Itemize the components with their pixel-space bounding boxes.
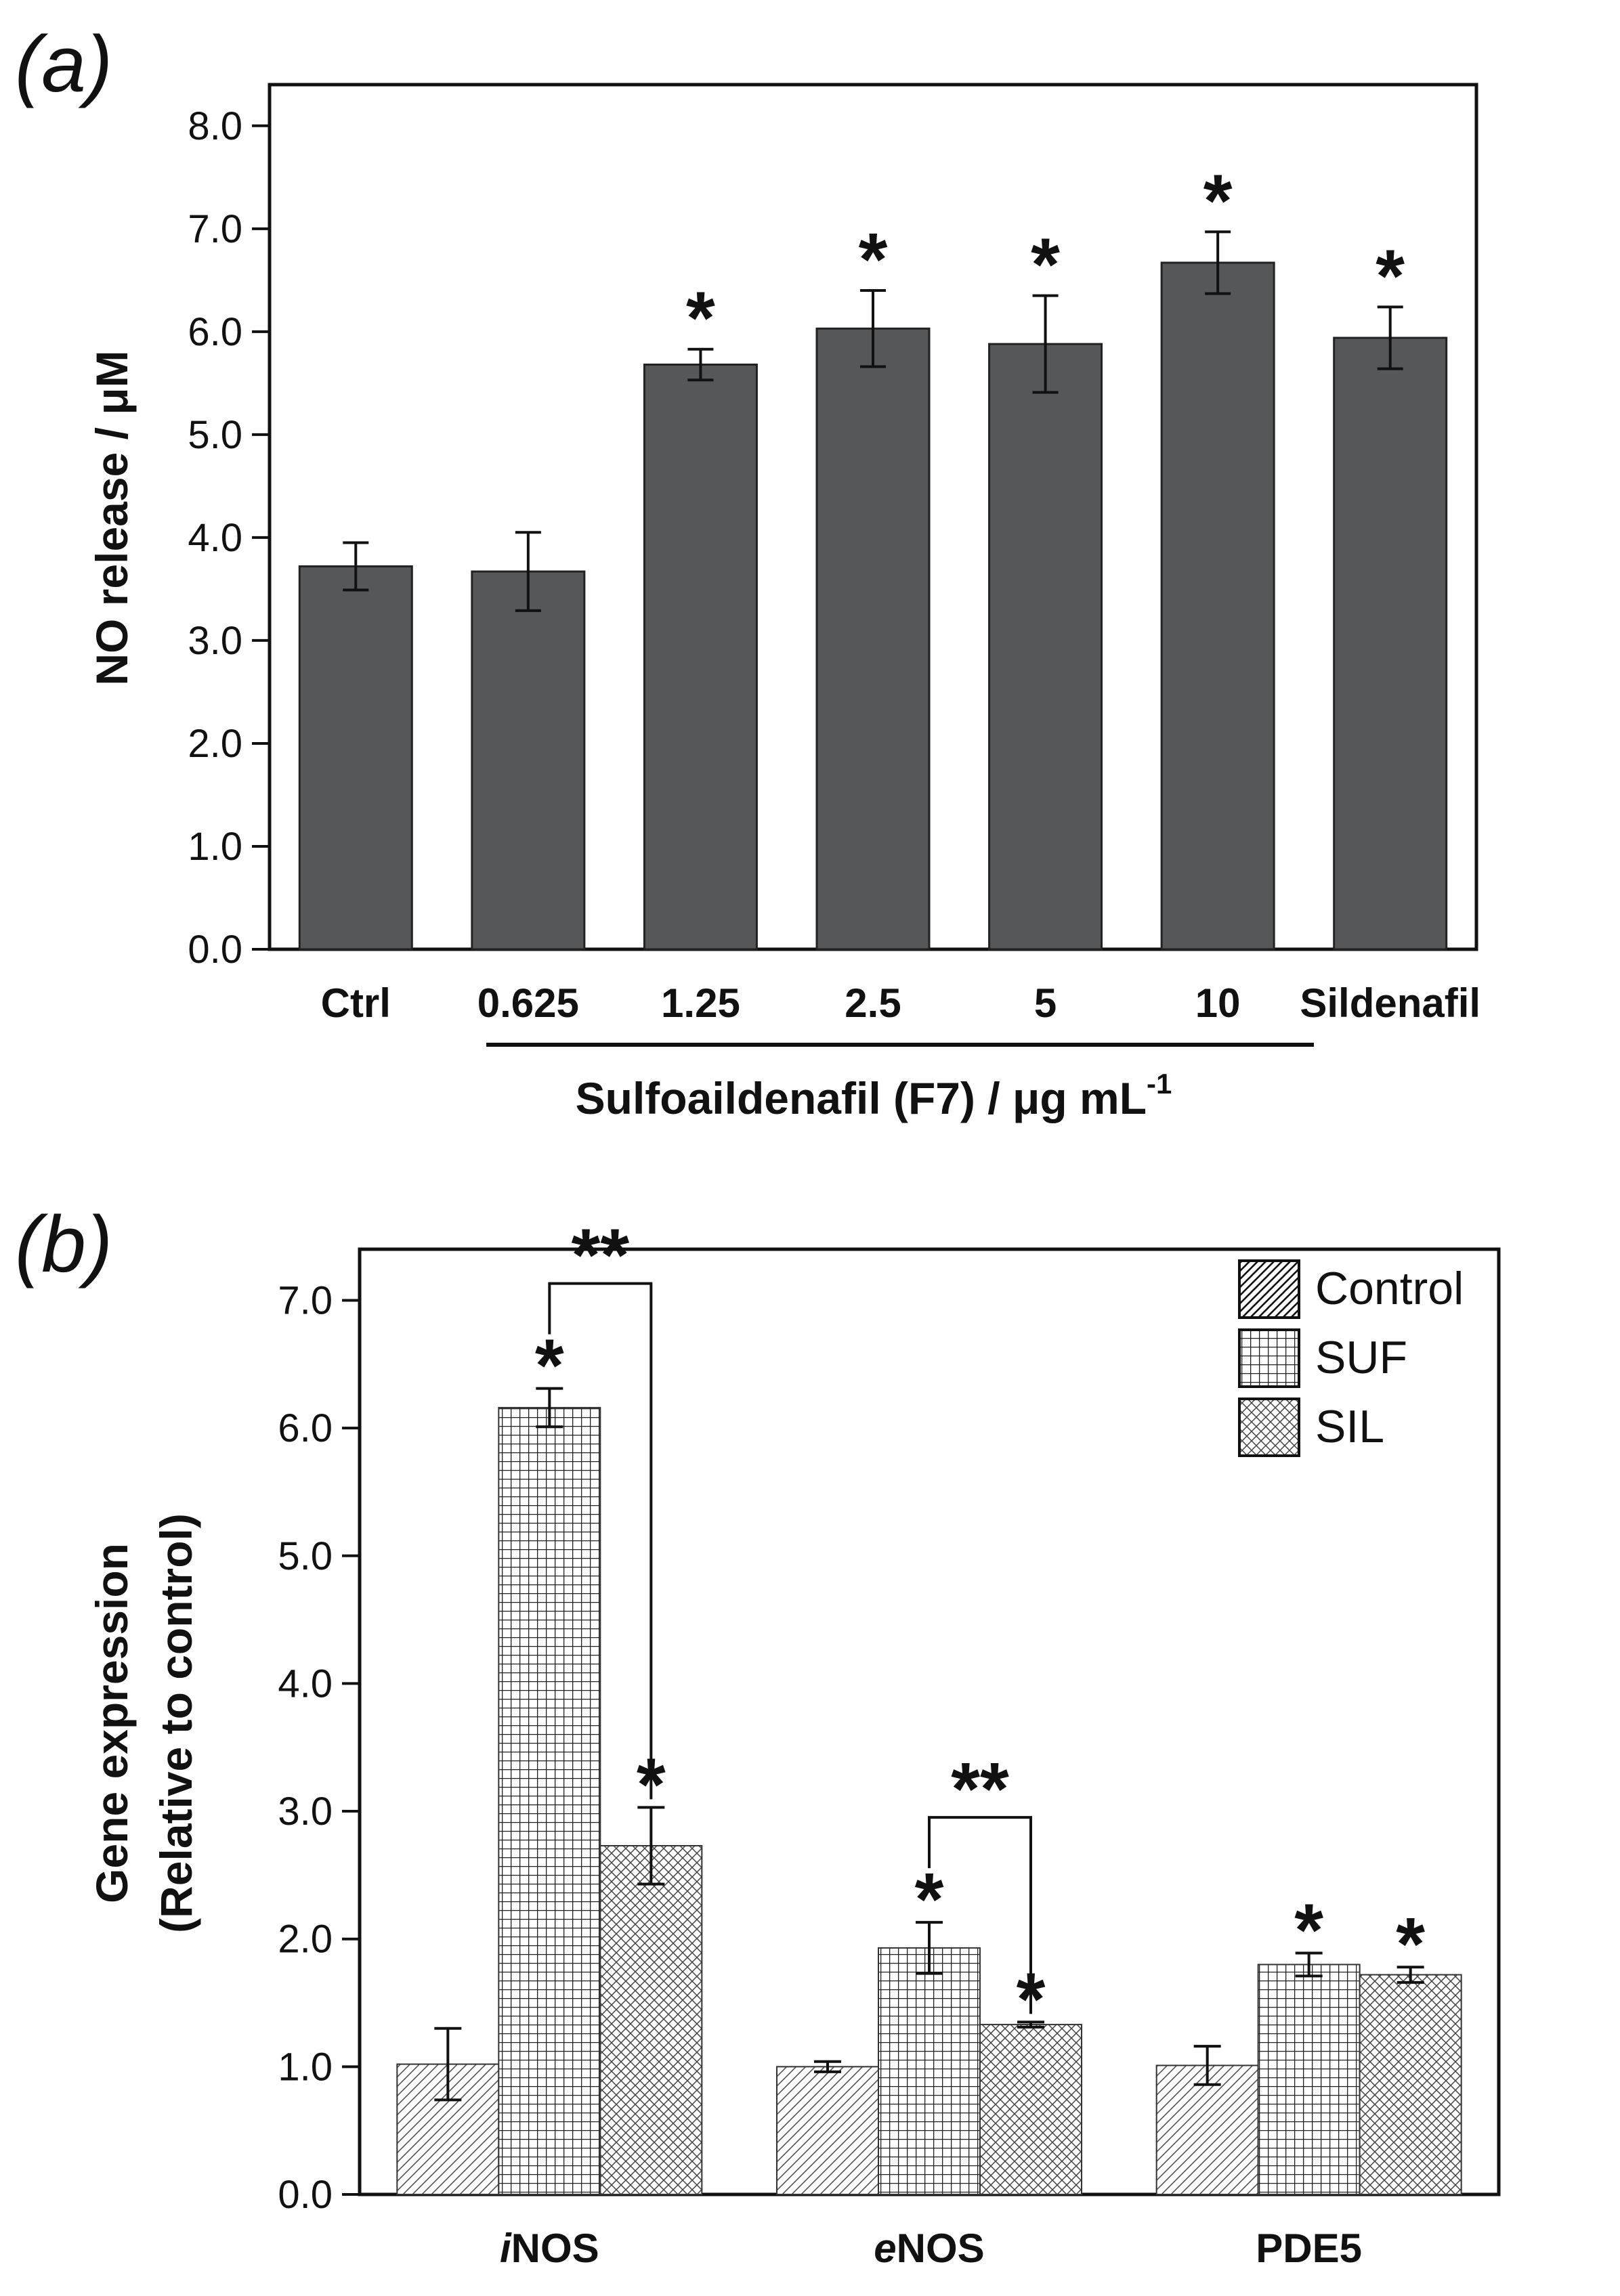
panel-b-bar-suf-0: [498, 1406, 601, 2195]
panel-b-y-tick-label: 3.0: [278, 1790, 333, 1834]
panel-a-label: (a): [15, 20, 112, 109]
panel-a-x-axis-title: Sulfoaildenafil (F7) / μg mL-1: [576, 1068, 1172, 1123]
panel-a-bar-3: [815, 327, 931, 951]
panel-b-y-axis-title-line2: (Relative to control): [151, 1513, 201, 1933]
panel-a-category-label-1: 0.625: [477, 980, 579, 1026]
panel-b-bar-suf-1: [878, 1947, 981, 2196]
panel-b-y-tick-label: 6.0: [278, 1406, 333, 1450]
panel-b-significance-suf-2: *: [1294, 1888, 1323, 1972]
panel-b-y-tick-label: 7.0: [278, 1278, 333, 1322]
panel-b-category-label-1: eNOS: [874, 2226, 984, 2271]
panel-b-bracket-0: [548, 1282, 653, 1800]
panel-b-chart: (b) 0.01.02.03.04.05.06.07.0 ***** * ****…: [15, 1200, 1501, 2271]
panel-a-y-tick-label: 3.0: [188, 619, 242, 663]
panel-b-y-axis-title-line1: Gene expression: [87, 1543, 137, 1903]
panel-b-y-tick-label: 2.0: [278, 1918, 333, 1962]
panel-a-category-label-5: 10: [1195, 980, 1241, 1026]
panel-a-y-tick-label: 2.0: [188, 722, 242, 766]
panel-a-y-axis-title: NO release / μM: [87, 350, 137, 685]
panel-a-y-tick-label: 4.0: [188, 516, 242, 560]
panel-a-y-tick-label: 5.0: [188, 413, 242, 457]
panel-b-legend-label-sil: SIL: [1315, 1401, 1384, 1452]
panel-b-bracket-label-0: **: [572, 1214, 630, 1297]
panel-b-category-italic-prefix: e: [874, 2226, 896, 2271]
panel-b-category-italic-prefix: i: [500, 2226, 512, 2271]
panel-b-y-tick-label: 4.0: [278, 1662, 333, 1706]
panel-a-significance-6: *: [1376, 234, 1405, 318]
panel-b-significance-sil-2: *: [1396, 1903, 1425, 1986]
panel-a-bar-0: [298, 565, 413, 951]
panel-b-category-rest: PDE5: [1256, 2226, 1362, 2271]
panel-a-bar-1: [471, 570, 586, 951]
panel-a-category-label-6: Sildenafil: [1300, 980, 1480, 1026]
panel-b-bar-sil-0: [599, 1844, 703, 2196]
panel-b-y-tick-label: 5.0: [278, 1534, 333, 1578]
panel-b-legend-swatch-control: [1238, 1259, 1300, 1319]
panel-b-bar-control-1: [776, 2066, 879, 2195]
panel-a-bar-5: [1160, 261, 1275, 951]
panel-a-significance-4: *: [1031, 223, 1060, 307]
panel-b-significance-suf-1: *: [915, 1858, 944, 1941]
panel-b-legend: Control SUF SIL: [1238, 1259, 1464, 1457]
panel-a-category-label-3: 2.5: [845, 980, 901, 1026]
panel-b-y-tick-label: 0.0: [278, 2173, 333, 2217]
panel-a-x-axis-title-superscript: -1: [1147, 1068, 1172, 1100]
panel-a-bar-4: [988, 343, 1103, 951]
panel-a-y-tick-label: 8.0: [188, 104, 242, 148]
panel-b-bar-suf-2: [1257, 1964, 1361, 2195]
panel-b-bar-sil-2: [1359, 1974, 1462, 2196]
panel-b-category-rest: NOS: [511, 2226, 599, 2271]
panel-b-bar-sil-1: [979, 2024, 1082, 2196]
panel-b-significance-suf-0: *: [535, 1324, 564, 1408]
panel-a-bar-6: [1333, 337, 1448, 951]
panel-b-legend-swatch-sil: [1238, 1398, 1300, 1457]
panel-a-category-label-2: 1.25: [661, 980, 740, 1026]
panel-a-chart: (a) 0.0 1.0 2.0 3.0 4.0 5.0 6.0 7.0 8.0 * * * * * Ct…: [15, 20, 1480, 1123]
panel-b-label: (b): [15, 1200, 112, 1289]
panel-b-category-label-0: iNOS: [500, 2226, 599, 2271]
panel-a-category-label-4: 5: [1034, 980, 1057, 1026]
panel-a-y-tick-label: 7.0: [188, 207, 242, 251]
panel-b-legend-swatch-suf: [1238, 1328, 1300, 1388]
panel-b-bracket-label-1: **: [951, 1748, 1009, 1831]
panel-b-y-tick-label: 1.0: [278, 2045, 333, 2089]
panel-a-significance-5: *: [1203, 159, 1233, 242]
panel-a-x-axis-title-main: Sulfoaildenafil (F7) / μg mL: [576, 1073, 1147, 1123]
panel-a-y-tick-label: 1.0: [188, 825, 242, 869]
panel-b-legend-label-control: Control: [1315, 1263, 1464, 1314]
panel-b-category-rest: NOS: [897, 2226, 985, 2271]
panel-b-category-label-2: PDE5: [1256, 2226, 1362, 2271]
panel-a-category-label-0: Ctrl: [321, 980, 391, 1026]
panel-b-bracket-1: [928, 1816, 1032, 2014]
panel-a-significance-2: *: [686, 277, 715, 360]
panel-a-y-tick-label: 6.0: [188, 310, 242, 354]
panel-a-significance-3: *: [859, 218, 888, 301]
panel-a-y-tick-label: 0.0: [188, 928, 242, 972]
panel-b-legend-label-suf: SUF: [1315, 1332, 1407, 1383]
panel-a-bar-2: [643, 364, 758, 951]
